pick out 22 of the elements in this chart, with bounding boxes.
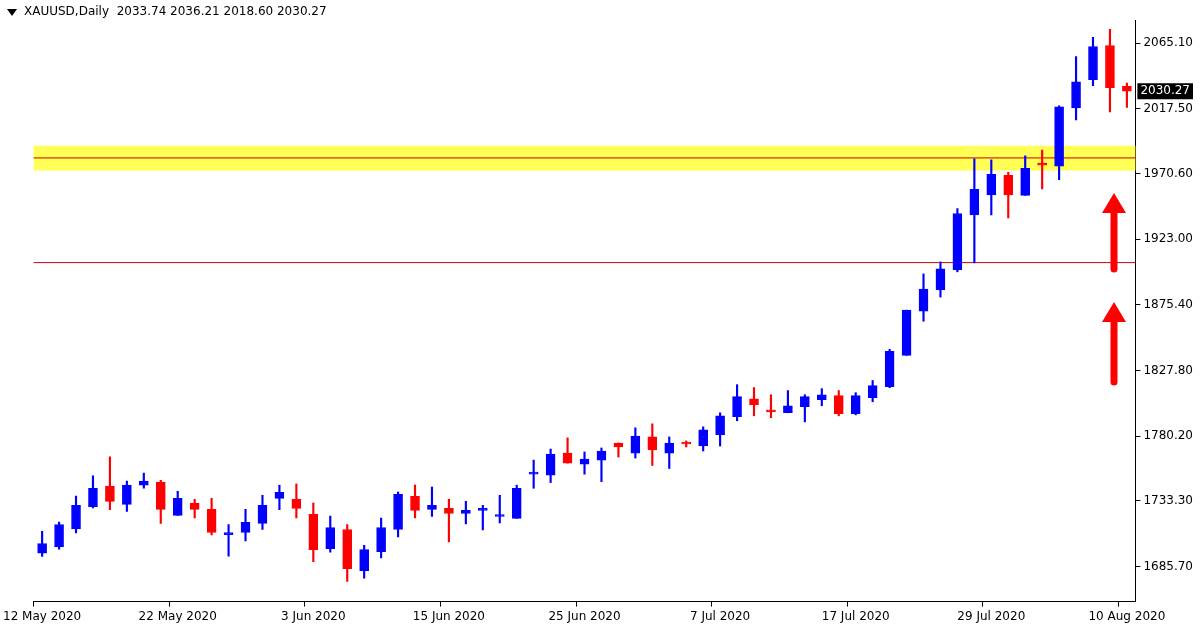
- y-tick-label: 1875.40: [1143, 296, 1193, 311]
- y-tick-label: 1970.60: [1143, 165, 1193, 180]
- x-tick-label: 15 Jun 2020: [412, 608, 486, 623]
- y-tick-label: 1733.30: [1143, 492, 1193, 507]
- x-tick-label: 12 May 2020: [3, 608, 82, 623]
- y-tick-label: 1685.70: [1143, 558, 1193, 573]
- candlestick: [240, 509, 251, 542]
- candlestick: [223, 524, 234, 557]
- x-tick-label: 7 Jul 2020: [689, 608, 751, 623]
- chart-title: XAUUSD,Daily 2033.74 2036.21 2018.60 2030.27: [24, 4, 327, 19]
- x-tick-label: 17 Jul 2020: [821, 608, 890, 623]
- x-tick-label: 29 Jul 2020: [957, 608, 1026, 623]
- x-tick-label: 3 Jun 2020: [281, 608, 346, 623]
- y-tick-label: 1923.00: [1143, 231, 1193, 246]
- x-tick-label: 22 May 2020: [138, 608, 217, 623]
- text: 2030.27: [1140, 83, 1190, 98]
- y-tick-label: 1827.80: [1143, 362, 1193, 377]
- y-tick-label: 2017.50: [1143, 100, 1193, 115]
- x-tick-label: 10 Aug 2020: [1088, 608, 1166, 623]
- y-tick-label: 2065.10: [1143, 35, 1193, 50]
- x-tick-label: 25 Jun 2020: [548, 608, 621, 623]
- y-tick-label: 1780.20: [1143, 428, 1193, 443]
